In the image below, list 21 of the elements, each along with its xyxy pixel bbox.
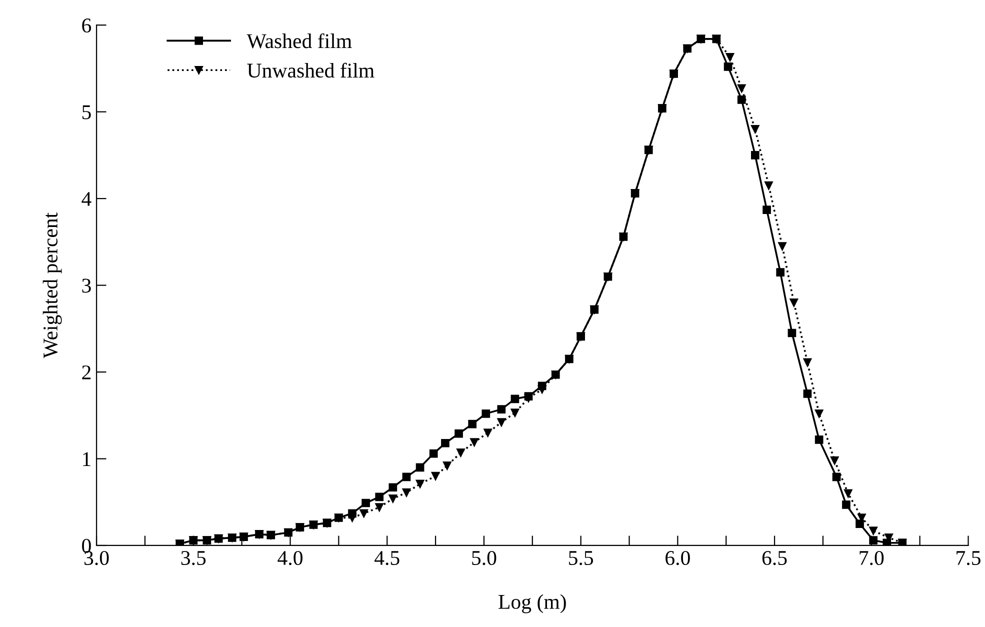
legend-label: Washed film xyxy=(246,33,352,48)
y-tick-label: 2 xyxy=(82,365,91,380)
y-tick-label: 6 xyxy=(82,18,92,33)
y-tick-label: 4 xyxy=(82,192,92,206)
x-tick-label: 7.5 xyxy=(956,551,980,566)
x-tick-label: 5.5 xyxy=(569,551,594,566)
y-tick-label: 3 xyxy=(82,278,91,293)
x-tick-label: 6.5 xyxy=(762,551,787,566)
y-tick-label: 5 xyxy=(82,105,91,120)
x-tick-label: 3.5 xyxy=(181,551,206,566)
x-tick-label: 3.0 xyxy=(84,550,109,566)
y-tick-label: 0 xyxy=(82,538,91,553)
x-tick-label: 7.0 xyxy=(860,550,884,566)
legend-label: Unwashed film xyxy=(247,62,374,78)
x-tick-label: 4.0 xyxy=(278,550,302,566)
x-tick-label: 4.5 xyxy=(374,551,400,566)
x-tick-label: 5.0 xyxy=(472,550,496,566)
y-axis-title: Weighted percent xyxy=(42,212,62,358)
x-axis-title: Log (m) xyxy=(498,594,566,614)
x-tick-label: 6.0 xyxy=(666,550,690,566)
y-tick-label: 1 xyxy=(83,452,90,466)
